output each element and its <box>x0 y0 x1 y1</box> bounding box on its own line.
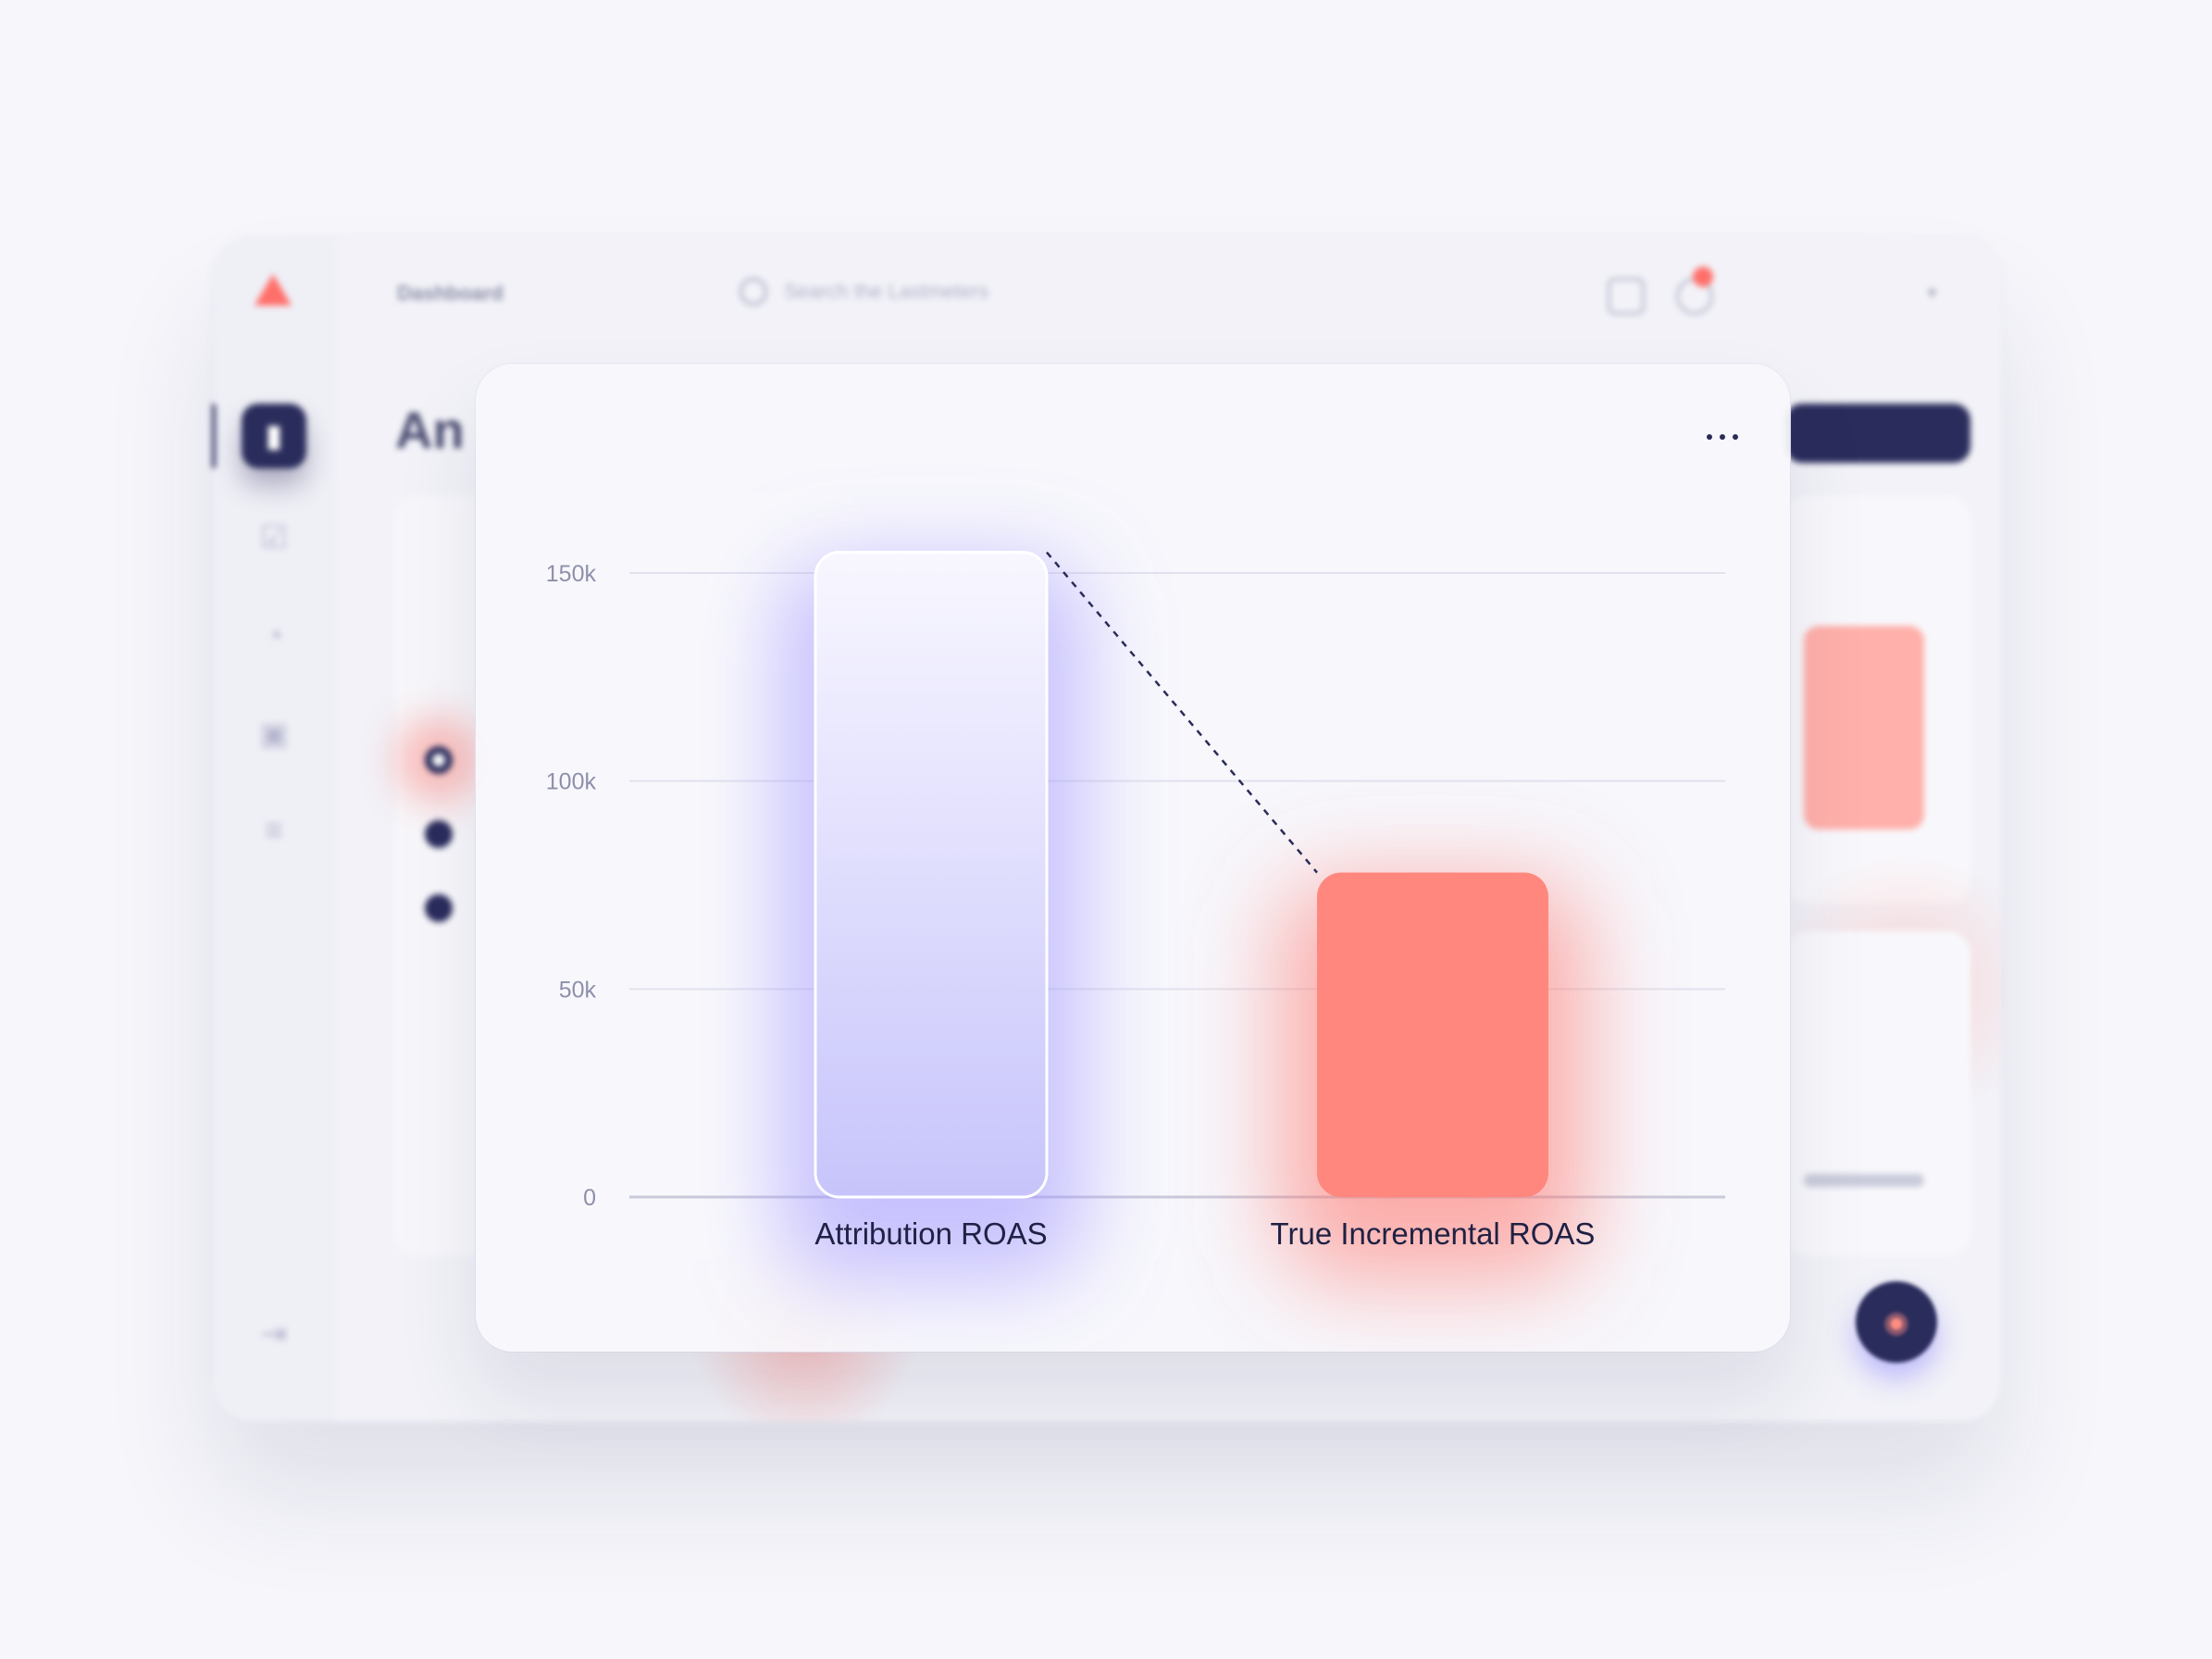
sidebar: ▮ ☑ ◔ ▣ ≡ ⇥ <box>212 237 336 1422</box>
search-input[interactable]: Search the Lastmeters <box>784 280 989 303</box>
right-panel-lower <box>1785 931 1970 1255</box>
page-title: An <box>395 401 465 459</box>
bar-attribution-roas[interactable] <box>814 551 1049 1199</box>
search-icon <box>739 278 767 306</box>
x-category-label: Attribution ROAS <box>814 1216 1047 1251</box>
radio-option[interactable] <box>425 894 453 922</box>
notification-badge <box>1693 267 1713 287</box>
y-tick-label: 50k <box>559 977 597 1003</box>
calendar-icon[interactable] <box>1608 278 1645 315</box>
assistant-fab-button[interactable]: ◉ <box>1856 1281 1937 1363</box>
radio-option[interactable] <box>425 820 453 848</box>
analytics-nav-icon[interactable]: ▮ <box>242 404 306 468</box>
right-panel-bar <box>1804 626 1924 830</box>
search-bar[interactable]: Search the Lastmeters <box>739 278 988 306</box>
progress-track <box>1804 1174 1924 1187</box>
tasks-nav-icon[interactable]: ☑ <box>259 520 289 555</box>
chart-card: 0 50k 100k 150k Attribution ROAS True Increm… <box>476 364 1790 1352</box>
app-logo <box>255 274 292 306</box>
header-action-button[interactable] <box>1785 404 1970 463</box>
active-nav-indicator <box>212 404 216 468</box>
y-tick-label: 0 <box>583 1185 596 1211</box>
roas-bar-chart: 0 50k 100k 150k Attribution ROAS True Increm… <box>546 551 1725 1280</box>
radio-option-selected[interactable] <box>425 746 453 774</box>
briefcase-nav-icon[interactable]: ▣ <box>258 717 290 752</box>
more-options-icon[interactable] <box>1697 425 1747 449</box>
y-tick-label: 150k <box>546 561 597 587</box>
menu-nav-icon[interactable]: ≡ <box>265 812 283 848</box>
bar-true-incremental-roas[interactable] <box>1317 872 1548 1197</box>
logout-icon[interactable]: ⇥ <box>260 1316 288 1352</box>
dashed-connector <box>1046 551 1318 874</box>
topbar-title: Dashboard <box>397 281 503 305</box>
x-category-label: True Incremental ROAS <box>1271 1216 1596 1251</box>
y-tick-label: 100k <box>546 769 597 795</box>
chevron-down-icon[interactable]: ▾ <box>1928 283 1937 302</box>
pie-chart-nav-icon[interactable]: ◔ <box>264 617 284 654</box>
